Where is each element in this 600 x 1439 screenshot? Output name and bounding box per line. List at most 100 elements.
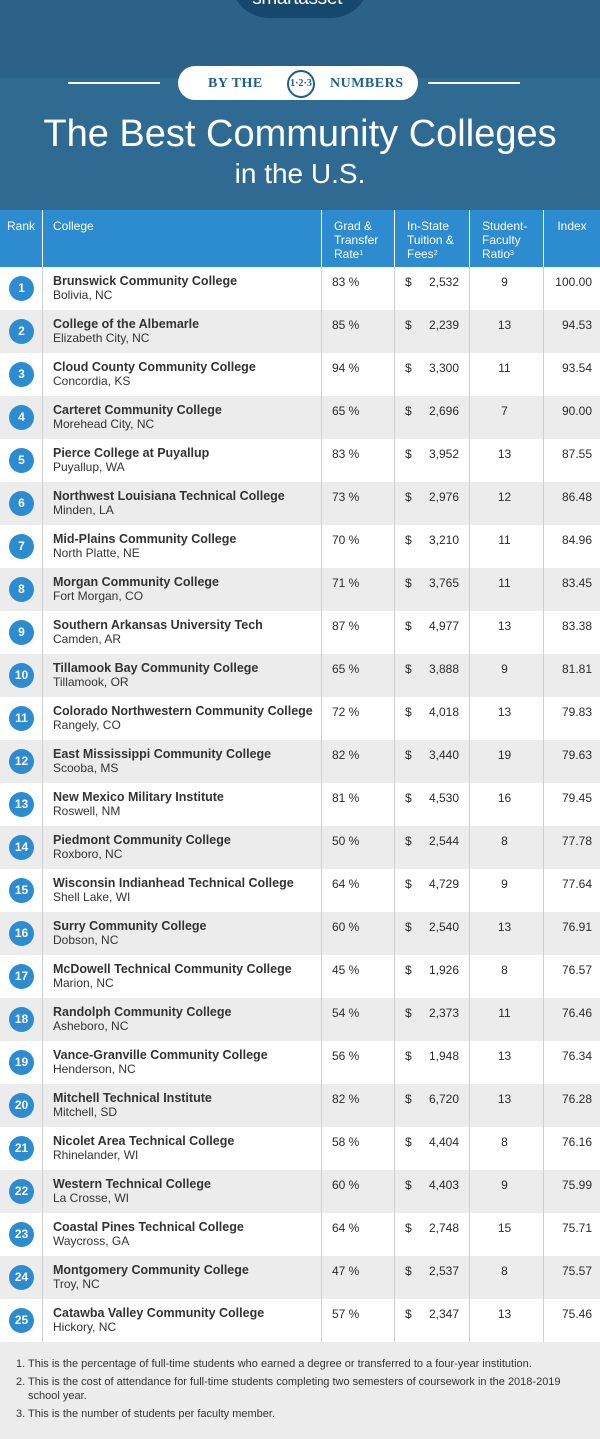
currency-symbol: $ bbox=[405, 275, 412, 289]
college-name: Nicolet Area Technical College bbox=[53, 1134, 235, 1148]
college-name: McDowell Technical Community College bbox=[53, 962, 292, 976]
college-cell: Carteret Community College Morehead City,… bbox=[43, 396, 322, 439]
college-name: East Mississippi Community College bbox=[53, 747, 272, 761]
ratio-cell: 13 bbox=[470, 310, 544, 353]
college-cell: Montgomery Community College Troy, NC bbox=[43, 1256, 322, 1299]
tuition-cell: $1,948 bbox=[395, 1041, 470, 1084]
tuition-amount: 2,373 bbox=[428, 1006, 459, 1020]
currency-symbol: $ bbox=[405, 1264, 412, 1278]
rank-badge: 20 bbox=[9, 1093, 34, 1118]
tuition-cell: $2,532 bbox=[395, 267, 470, 310]
rank-badge: 5 bbox=[9, 448, 34, 473]
grad-rate-cell: 65 % bbox=[322, 396, 395, 439]
college-location: Roxboro, NC bbox=[53, 847, 123, 861]
index-cell: 75.57 bbox=[561, 1264, 592, 1278]
rank-badge: 14 bbox=[9, 835, 34, 860]
college-name: Western Technical College bbox=[53, 1177, 211, 1191]
college-name: Carteret Community College bbox=[53, 403, 222, 417]
ratio-cell: 19 bbox=[470, 740, 544, 783]
ratio-cell: 16 bbox=[470, 783, 544, 826]
badge-text-right: NUMBERS bbox=[330, 76, 404, 91]
tuition-amount: 3,765 bbox=[428, 576, 459, 590]
badge-divider-left bbox=[68, 82, 160, 84]
table-row: 2 College of the Albemarle Elizabeth City,… bbox=[0, 310, 600, 353]
ratio-cell: 13 bbox=[470, 611, 544, 654]
college-name: Pierce College at Puyallup bbox=[53, 446, 210, 460]
rank-cell: 21 bbox=[0, 1127, 43, 1170]
badge-divider-right bbox=[428, 82, 520, 84]
table-row: 7 Mid-Plains Community College North Platt… bbox=[0, 525, 600, 568]
tuition-cell: $4,530 bbox=[395, 783, 470, 826]
rankings-table: Rank College Grad & Transfer Rate1 In-Stat… bbox=[0, 210, 600, 1342]
grad-rate-cell: 81 % bbox=[322, 783, 395, 826]
index-cell: 81.81 bbox=[561, 662, 592, 676]
currency-symbol: $ bbox=[405, 318, 412, 332]
table-row: 12 East Mississippi Community College Scoo… bbox=[0, 740, 600, 783]
ratio-cell: 11 bbox=[470, 525, 544, 568]
tuition-amount: 3,300 bbox=[428, 361, 459, 375]
college-location: Marion, NC bbox=[53, 976, 114, 990]
grad-rate-cell: 82 % bbox=[322, 740, 395, 783]
college-name: Brunswick Community College bbox=[53, 274, 238, 288]
college-location: Concordia, KS bbox=[53, 374, 131, 388]
college-name: New Mexico Military Institute bbox=[53, 790, 224, 804]
college-cell: Mid-Plains Community College North Platte… bbox=[43, 525, 322, 568]
header-banner: smartasset™ BY THE 1·2·3 NUMBERS The Bes… bbox=[0, 0, 600, 210]
tuition-cell: $2,540 bbox=[395, 912, 470, 955]
rank-badge: 8 bbox=[9, 577, 34, 602]
tuition-amount: 2,540 bbox=[428, 920, 459, 934]
rank-cell: 10 bbox=[0, 654, 43, 697]
badge-pill: BY THE 1·2·3 NUMBERS bbox=[178, 66, 418, 100]
grad-rate-cell: 71 % bbox=[322, 568, 395, 611]
currency-symbol: $ bbox=[405, 361, 412, 375]
tuition-cell: $2,537 bbox=[395, 1256, 470, 1299]
table-row: 4 Carteret Community College Morehead City… bbox=[0, 396, 600, 439]
grad-rate-cell: 73 % bbox=[322, 482, 395, 525]
college-name: Tillamook Bay Community College bbox=[53, 661, 259, 675]
ratio-cell: 12 bbox=[470, 482, 544, 525]
table-row: 6 Northwest Louisiana Technical College Mi… bbox=[0, 482, 600, 525]
table-row: 1 Brunswick Community College Bolivia, NC 8… bbox=[0, 267, 600, 310]
grad-rate-cell: 45 % bbox=[322, 955, 395, 998]
rank-cell: 23 bbox=[0, 1213, 43, 1256]
table-row: 20 Mitchell Technical Institute Mitchell, … bbox=[0, 1084, 600, 1127]
rank-cell: 18 bbox=[0, 998, 43, 1041]
college-location: Camden, AR bbox=[53, 632, 122, 646]
tuition-cell: $1,926 bbox=[395, 955, 470, 998]
ratio-cell: 13 bbox=[470, 1084, 544, 1127]
footnotes: 1. This is the percentage of full-time s… bbox=[0, 1342, 600, 1439]
badge-text-left: BY THE bbox=[208, 76, 263, 91]
college-name: Coastal Pines Technical College bbox=[53, 1220, 244, 1234]
ratio-cell: 9 bbox=[470, 1170, 544, 1213]
college-name: College of the Albemarle bbox=[53, 317, 200, 331]
table-row: 24 Montgomery Community College Troy, NC 47… bbox=[0, 1256, 600, 1299]
rank-cell: 12 bbox=[0, 740, 43, 783]
rank-badge: 25 bbox=[9, 1308, 34, 1333]
currency-symbol: $ bbox=[405, 705, 412, 719]
college-location: Hickory, NC bbox=[53, 1320, 117, 1334]
index-cell: 83.45 bbox=[561, 576, 592, 590]
column-header-index: Index bbox=[557, 219, 587, 233]
tuition-amount: 3,952 bbox=[428, 447, 459, 461]
table-row: 13 New Mexico Military Institute Roswell, … bbox=[0, 783, 600, 826]
rank-badge: 18 bbox=[9, 1007, 34, 1032]
rank-cell: 19 bbox=[0, 1041, 43, 1084]
college-name: Catawba Valley Community College bbox=[53, 1306, 265, 1320]
tuition-amount: 2,748 bbox=[428, 1221, 459, 1235]
grad-rate-cell: 57 % bbox=[322, 1299, 395, 1342]
grad-rate-cell: 70 % bbox=[322, 525, 395, 568]
page-subtitle: in the U.S. bbox=[234, 158, 366, 189]
column-header-ratio: Student- Faculty Ratio3 bbox=[470, 210, 544, 267]
college-location: Shell Lake, WI bbox=[53, 890, 131, 904]
college-name: Northwest Louisiana Technical College bbox=[53, 489, 285, 503]
rank-cell: 20 bbox=[0, 1084, 43, 1127]
college-cell: Coastal Pines Technical College Waycross,… bbox=[43, 1213, 322, 1256]
rank-badge: 22 bbox=[9, 1179, 34, 1204]
college-cell: Cloud County Community College Concordia,… bbox=[43, 353, 322, 396]
brand-logo[interactable]: smartasset™ bbox=[231, 0, 369, 18]
grad-rate-cell: 83 % bbox=[322, 267, 395, 310]
ratio-cell: 7 bbox=[470, 396, 544, 439]
column-header-rank: Rank bbox=[0, 210, 43, 267]
college-location: Rangely, CO bbox=[53, 718, 121, 732]
tuition-cell: $3,210 bbox=[395, 525, 470, 568]
